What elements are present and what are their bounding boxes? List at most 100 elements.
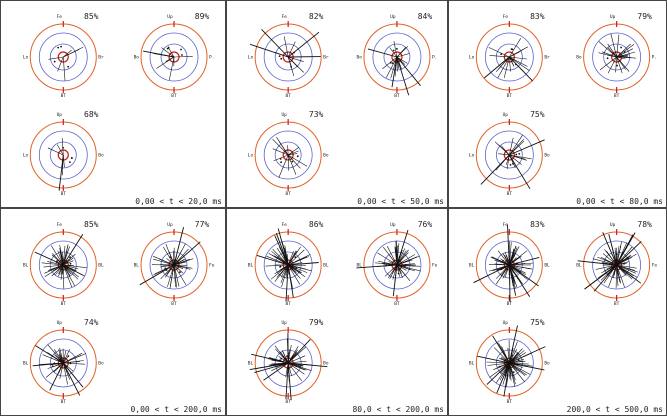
axis-label-top: Up [503, 320, 509, 326]
panel-6-plot-1-spike [474, 265, 510, 283]
panel-5-plot-1-marker [279, 266, 281, 268]
panel-2-plot-3-marker [280, 158, 282, 160]
percentage-label: 86% [309, 220, 324, 229]
panel-2-plot-2-marker [393, 50, 395, 52]
percentage-label: 76% [418, 220, 433, 229]
percentage-label: 83% [530, 12, 545, 21]
percentage-label: 75% [530, 110, 545, 119]
panel-2-plot-2-spike [397, 57, 421, 86]
panel-5-plot-2-marker [405, 264, 407, 266]
panel-1-plot-1-marker [57, 47, 59, 49]
axis-label-bottom: BT [61, 191, 67, 197]
panel-6-plot-2-marker [622, 259, 624, 261]
panel-5-plot-1-spike [275, 265, 288, 282]
axis-label-left: Bo [134, 55, 140, 61]
axis-label-left: BL [134, 263, 140, 269]
panel-1-plot-2-spike [174, 56, 193, 57]
axis-label-left: Lo [248, 153, 254, 159]
panel-3-plot-1-marker [500, 53, 502, 55]
panel-3-plot-3-spike [498, 144, 510, 155]
panel-3-plot-1-marker [512, 49, 514, 51]
panel-1-plot-2-marker [180, 49, 182, 51]
axis-label-right: Fe [209, 263, 215, 269]
panel-1-plot-2-marker [168, 47, 170, 49]
panel-3-plot-2-marker [624, 51, 626, 53]
panel-6-plot-1-marker [513, 255, 515, 257]
axis-label-top: Fe [57, 222, 63, 228]
axis-label-right: Br [544, 55, 550, 61]
panel-5-plot-3-marker [292, 356, 294, 358]
axis-label-top: Up [390, 14, 396, 20]
percentage-label: 85% [84, 12, 99, 21]
axis-label-top: Fe [503, 222, 509, 228]
panel-3-plot-3-marker [510, 164, 512, 166]
panel-4-plot-3-spike [63, 363, 85, 364]
panel-3-plot-2-spike [617, 35, 619, 57]
panel-3-plot-2-marker [607, 57, 609, 59]
panel-6: Fe BT BL BL 83% Up BT BL Fe 78% Up BT BL Bo 75% 200,0 <… [449, 209, 667, 416]
axis-label-right: Bo [98, 361, 104, 367]
panel-6-plot-2-spike [616, 265, 617, 288]
panel-2-plot-1-marker [290, 66, 292, 68]
axis-label-top: Up [167, 14, 173, 20]
percentage-label: 85% [84, 220, 99, 229]
panel-5-plot-2-marker [398, 273, 400, 275]
panel-2-plot-1-marker [279, 55, 281, 57]
panel-3-plot-3-marker [515, 154, 517, 156]
panel-5-plot-1-marker [295, 267, 297, 269]
axis-label-bottom: BT [61, 93, 67, 99]
axis-label-left: Lo [23, 55, 29, 61]
time-range-label: 0,00 < t < 20,0 ms [135, 197, 222, 206]
panel-4-plot-2-marker [166, 269, 168, 271]
panel-5-plot-3-marker [280, 358, 282, 360]
panel-6-plot-3-marker [511, 355, 513, 357]
percentage-label: 68% [84, 110, 99, 119]
axis-label-top: Up [281, 112, 287, 118]
axis-label-bottom: BT [61, 399, 67, 405]
panel-5-plot-2-marker [385, 265, 387, 267]
time-range-label: 0,00 < t < 200,0 ms [130, 405, 222, 414]
percentage-label: 78% [637, 220, 652, 229]
axis-label-left: BL [248, 361, 254, 367]
axis-label-left: BL [23, 361, 29, 367]
panel-3-plot-3-marker [518, 153, 520, 155]
panel-2-plot-1-marker [280, 58, 282, 60]
panel-6-plot-1-marker [502, 260, 504, 262]
axis-label-right: P. [652, 55, 657, 61]
axis-label-top: Fe [281, 14, 287, 20]
axis-label-left: BL [469, 361, 475, 367]
panel-1: FeBTLo Br85% UpBTBo P.89%UpBTLo Bo68%0,00 < … [1, 1, 226, 208]
panel-2-plot-2-spike [368, 49, 397, 57]
percentage-label: 79% [637, 12, 652, 21]
panel-3-plot-1-spike [509, 57, 532, 81]
axis-label-left: BL [576, 263, 582, 269]
axis-label-bottom: BT [394, 93, 400, 99]
panel-5-plot-2-marker [388, 264, 390, 266]
panel-6-plot-2-spike [604, 265, 617, 283]
axis-label-bottom: BT [285, 93, 291, 99]
panel-4-plot-3-marker [54, 362, 56, 364]
panel-2: FeBTLo Br82% UpBTBo P.84%UpBTLo Bo73%0,00 < … [227, 1, 448, 208]
panel-4-plot-2-marker [169, 256, 171, 258]
panel-frame [449, 1, 667, 208]
percentage-label: 84% [418, 12, 433, 21]
panel-3-plot-3-spike [498, 154, 509, 155]
panel-4-plot-3-marker [70, 363, 72, 365]
panel-1-plot-3-marker [71, 157, 73, 159]
percentage-label: 74% [84, 318, 99, 327]
axis-label-bottom: BT [614, 301, 620, 307]
panel-4-plot-3-spike [63, 363, 79, 395]
panel-frame [227, 1, 448, 208]
panel-3-plot-2-spike [600, 57, 617, 70]
panel-2-plot-1-marker [293, 52, 295, 54]
axis-label-left: Lo [469, 153, 475, 159]
axis-label-left: Lo [23, 153, 29, 159]
panel-4-plot-3-marker [52, 365, 54, 367]
panel-1-plot-1-marker [67, 66, 69, 68]
panel-1-plot-2-marker [181, 54, 183, 56]
panel-6-plot-3-marker [513, 371, 515, 373]
percentage-label: 82% [309, 12, 324, 21]
time-range-label: 0,00 < t < 50,0 ms [357, 197, 444, 206]
percentage-label: 83% [530, 220, 545, 229]
panel-4-plot-1-spike [63, 234, 83, 265]
